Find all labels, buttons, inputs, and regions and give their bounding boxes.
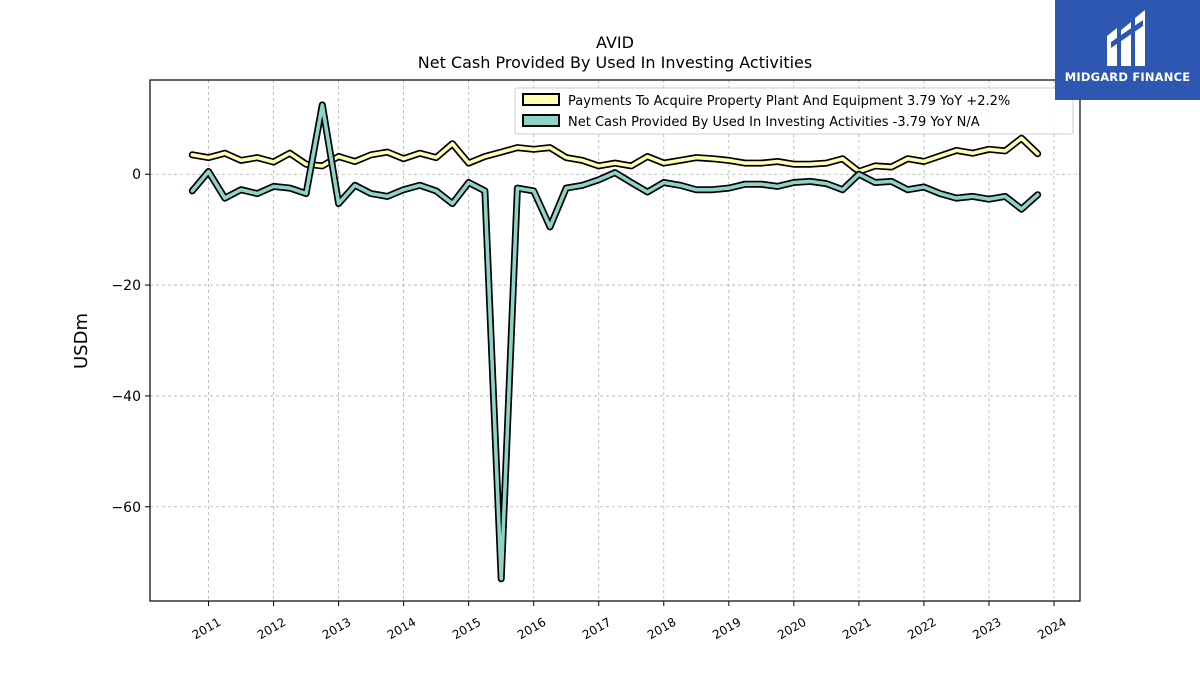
x-tick-label: 2015	[450, 615, 483, 642]
x-tick-label: 2023	[970, 615, 1003, 642]
y-axis: 0 −20 −40 −60	[111, 167, 150, 516]
x-tick-label: 2014	[385, 615, 418, 642]
series-line-investing	[190, 103, 1040, 581]
y-tick-label: −40	[111, 389, 141, 405]
plot-frame	[149, 79, 1081, 602]
series-outline-investing	[188, 101, 1042, 583]
x-tick-label: 2019	[710, 615, 743, 642]
logo-mark-icon	[1107, 10, 1145, 66]
y-axis-label: USDm	[71, 313, 92, 369]
chart-subtitle: Net Cash Provided By Used In Investing A…	[418, 53, 812, 72]
x-tick-label: 2013	[320, 615, 353, 642]
x-tick-label: 2011	[190, 615, 223, 642]
y-tick-label: 0	[132, 167, 141, 183]
grid	[150, 80, 1080, 601]
legend-box	[514, 87, 1074, 135]
x-tick-label: 2020	[775, 615, 808, 642]
legend: Payments To Acquire Property Plant And E…	[514, 87, 1074, 135]
x-axis: 2011 2012 2013 2014 2015 2016 2017 2018 2019 2020…	[190, 601, 1069, 642]
brand-logo: MIDGARD FINANCE	[1055, 0, 1200, 100]
legend-swatch-ppe	[522, 93, 560, 106]
brand-name: MIDGARD FINANCE	[1064, 70, 1191, 84]
y-tick-label: −60	[111, 500, 141, 516]
x-tick-label: 2017	[580, 615, 613, 642]
x-tick-label: 2024	[1035, 615, 1068, 642]
x-tick-label: 2016	[515, 615, 548, 642]
x-tick-label: 2012	[255, 615, 288, 642]
x-tick-label: 2021	[840, 615, 873, 642]
legend-label-investing: Net Cash Provided By Used In Investing A…	[568, 115, 980, 130]
legend-swatch-investing	[522, 114, 560, 127]
y-tick-label: −20	[111, 278, 141, 294]
x-tick-label: 2018	[645, 615, 678, 642]
chart-title: AVID	[596, 33, 634, 52]
x-tick-label: 2022	[905, 615, 938, 642]
legend-label-ppe: Payments To Acquire Property Plant And E…	[568, 94, 1010, 109]
series-lines	[188, 101, 1042, 583]
